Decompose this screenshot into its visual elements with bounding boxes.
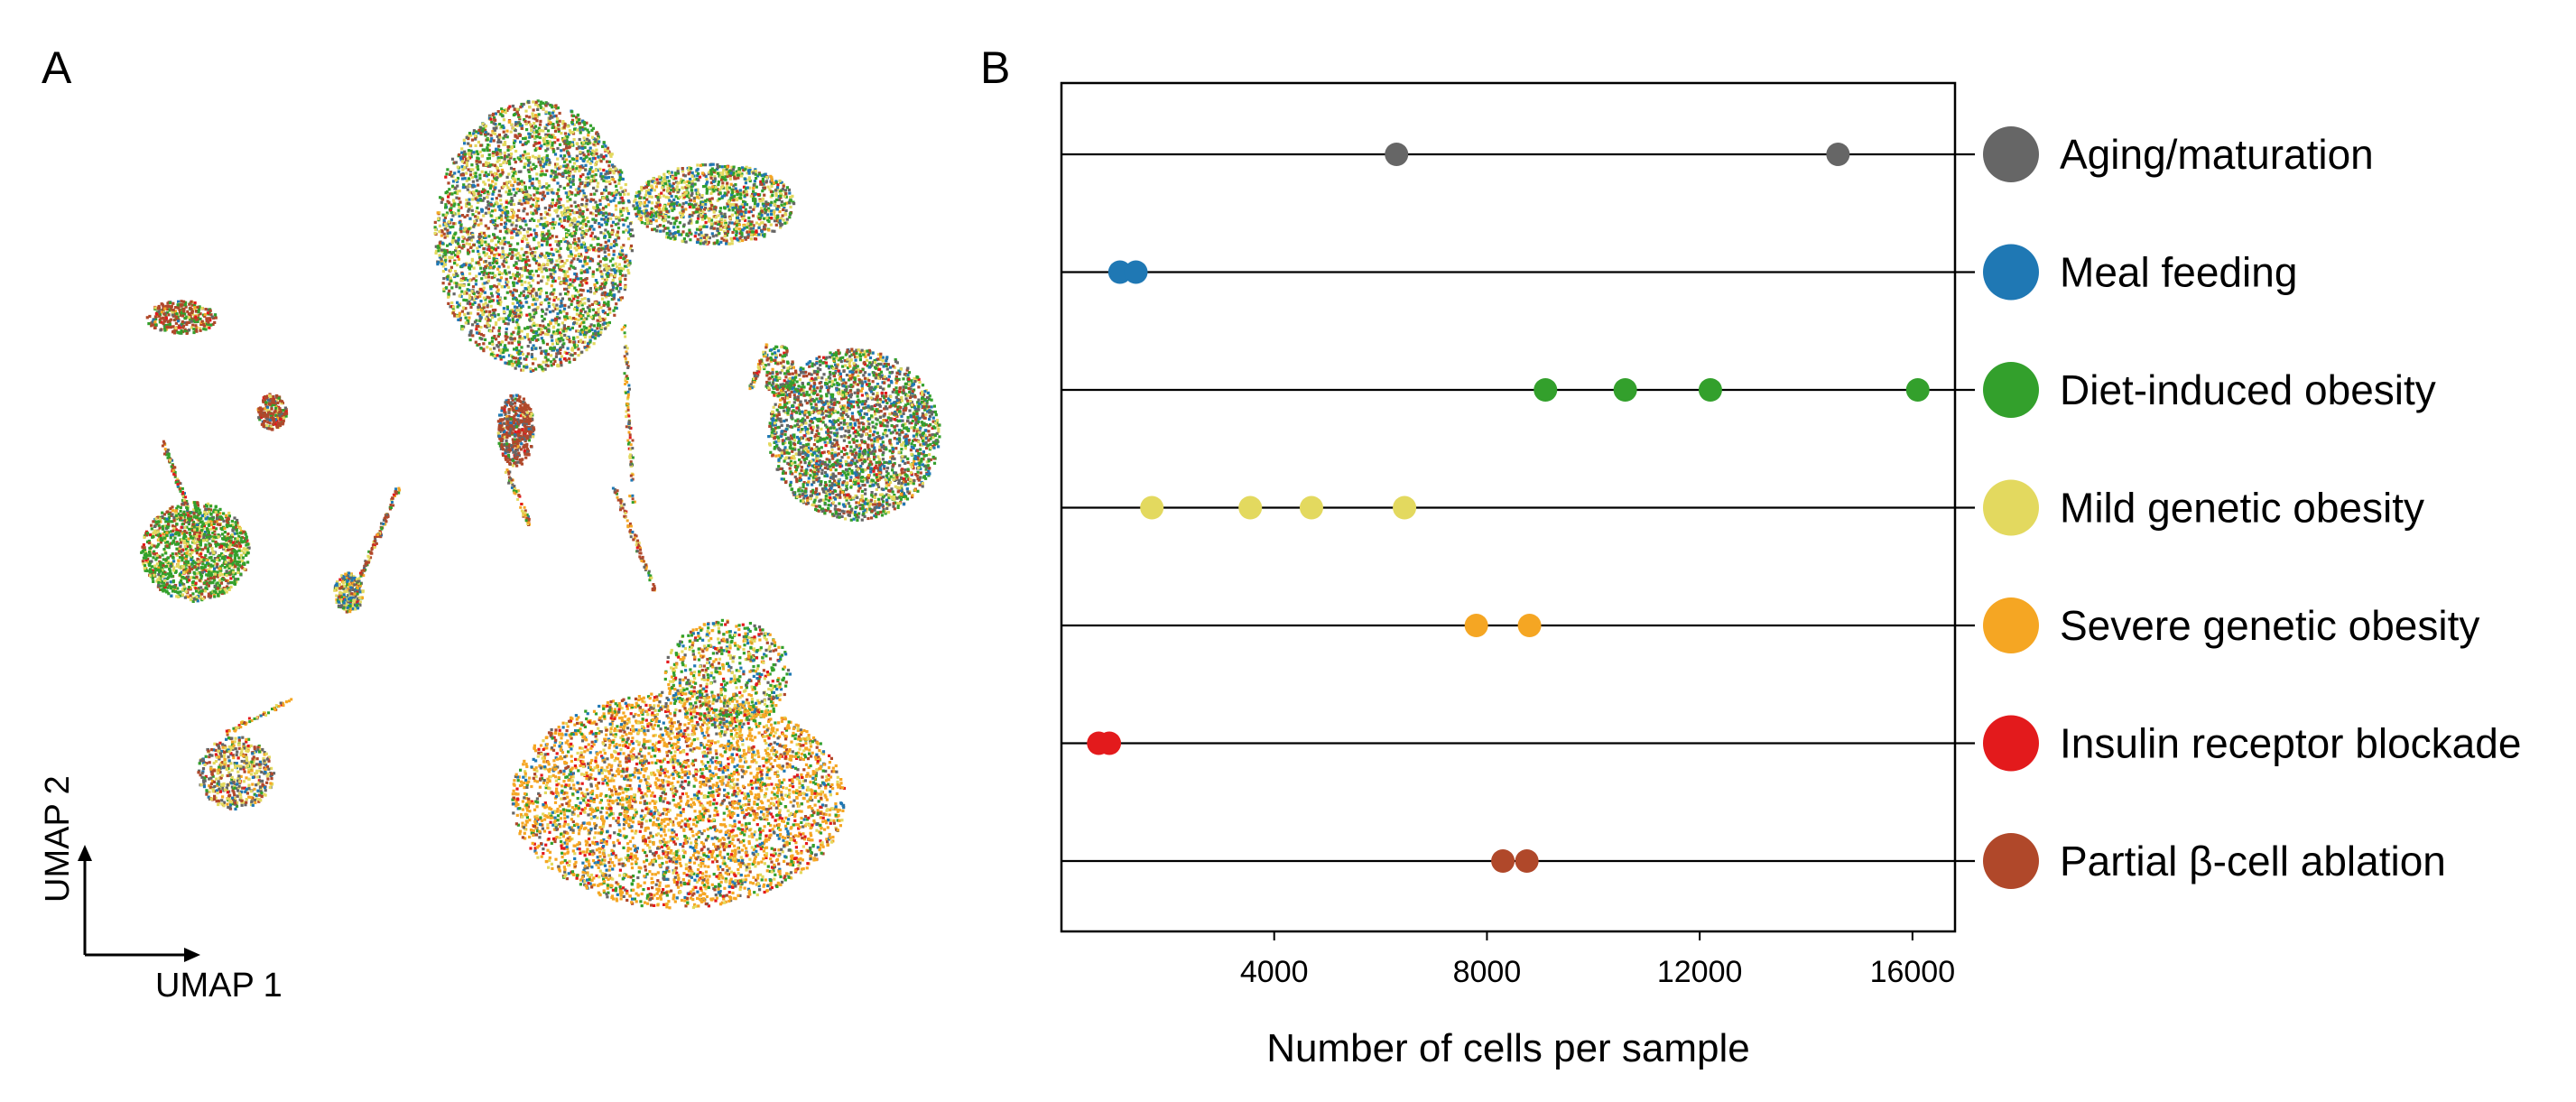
legend-swatch [1983, 833, 2039, 889]
umap-strand [748, 343, 769, 391]
x-axis-label: Number of cells per sample [1266, 1026, 1750, 1070]
legend-swatch [1983, 597, 2039, 653]
x-ticks: 4000 8000 12000 16000 [1240, 931, 1955, 989]
legend-label: Severe genetic obesity [2060, 602, 2479, 649]
data-point [1905, 378, 1930, 402]
umap-cluster [145, 300, 218, 335]
umap-panel: UMAP 1 UMAP 2 [39, 99, 941, 1005]
data-point [1517, 614, 1542, 637]
x-tick-label: 12000 [1657, 955, 1743, 989]
umap-strand [225, 698, 293, 736]
data-point [1238, 495, 1263, 520]
umap2-arrowhead-icon [78, 845, 92, 861]
data-point [1299, 495, 1323, 520]
umap-cluster [433, 99, 635, 373]
umap-x-label: UMAP 1 [155, 967, 283, 1005]
legend-label: Meal feeding [2060, 249, 2297, 296]
data-point [1385, 143, 1409, 166]
panel-b-label: B [980, 42, 1010, 93]
data-point [1534, 378, 1558, 402]
legend-swatch [1983, 244, 2039, 301]
data-point [1698, 378, 1722, 402]
umap-cluster [197, 736, 276, 810]
umap-cluster [333, 571, 365, 614]
umap-strand [504, 468, 531, 526]
x-tick-label: 4000 [1240, 955, 1309, 989]
umap1-arrowhead-icon [184, 948, 200, 962]
umap-strand [161, 440, 202, 542]
row-lines [1061, 153, 1975, 863]
data-point [1393, 495, 1417, 520]
legend-label: Partial β-cell ablation [2060, 838, 2446, 884]
data-points [1087, 143, 1930, 873]
umap-cluster [511, 690, 846, 910]
umap-clusters [140, 99, 941, 910]
legend-label: Insulin receptor blockade [2060, 720, 2521, 767]
legend-swatch [1983, 715, 2039, 772]
umap-cluster [496, 394, 536, 468]
umap-cluster [140, 501, 251, 603]
umap-cluster [256, 393, 289, 431]
data-point [1464, 614, 1488, 637]
legend-swatch [1983, 479, 2039, 536]
legend-swatch [1983, 126, 2039, 182]
umap-cluster [767, 347, 941, 522]
data-point [1491, 849, 1515, 873]
umap-cluster [663, 618, 792, 728]
data-point [1515, 849, 1539, 873]
data-point [1098, 731, 1122, 755]
umap-cluster [762, 345, 798, 398]
umap-strand [620, 324, 636, 505]
umap-y-label: UMAP 2 [39, 775, 77, 903]
umap-cluster [632, 162, 796, 245]
umap-strand [355, 486, 402, 585]
legend-label: Diet-induced obesity [2060, 366, 2436, 413]
legend-label: Mild genetic obesity [2060, 485, 2424, 532]
x-tick-label: 16000 [1870, 955, 1956, 989]
legend-label: Aging/maturation [2060, 131, 2374, 178]
umap-strand [611, 486, 656, 592]
data-point [1613, 378, 1637, 402]
data-point [1124, 260, 1148, 284]
legend: Aging/maturation Meal feeding Diet-induced… [1983, 126, 2521, 889]
x-tick-label: 8000 [1453, 955, 1522, 989]
data-point [1140, 495, 1164, 520]
dot-panel: 4000 8000 12000 16000 Aging/maturation Meal … [1060, 81, 2521, 1070]
legend-swatch [1983, 362, 2039, 418]
data-point [1826, 143, 1850, 166]
panel-a-label: A [42, 42, 72, 93]
